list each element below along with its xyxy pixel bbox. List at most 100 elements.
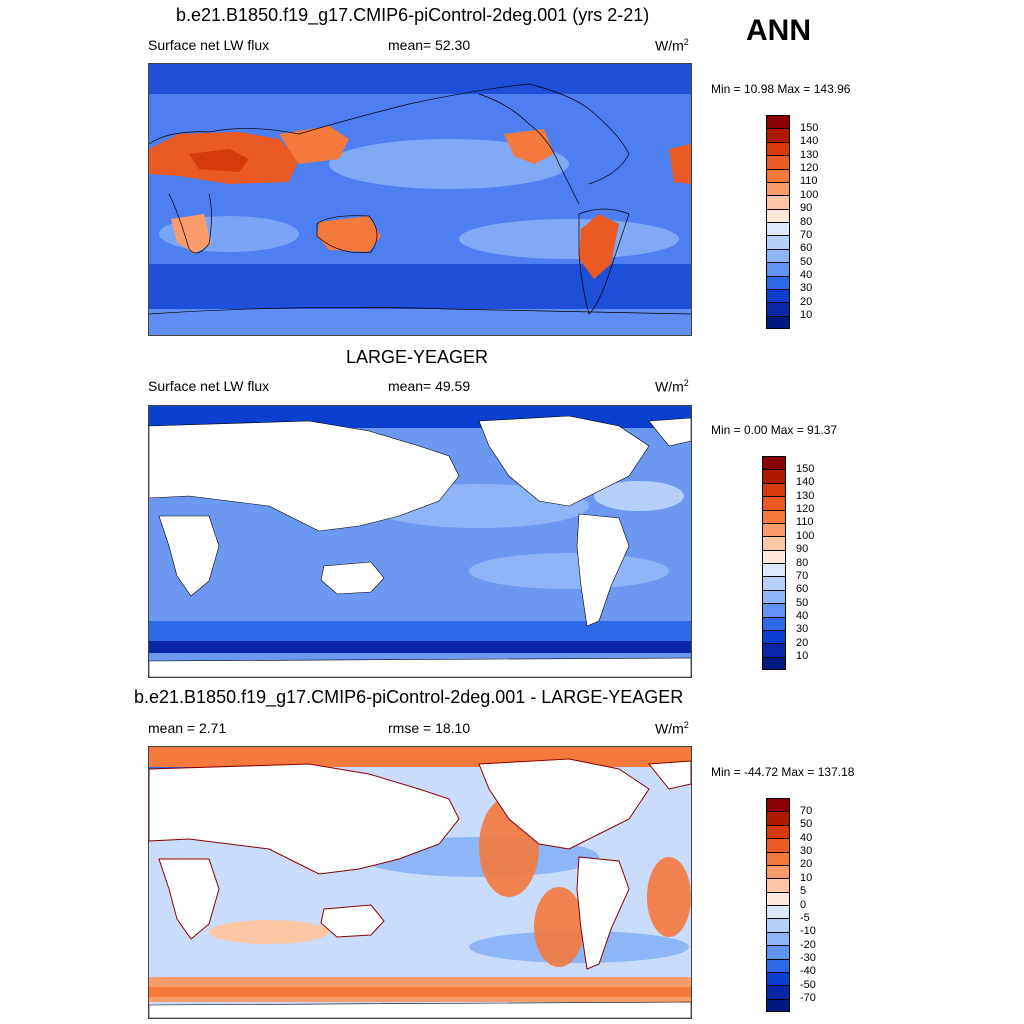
- colorbar-tick-label: 90: [796, 543, 809, 556]
- colorbar-swatch: [766, 864, 790, 879]
- colorbar-swatch: [762, 616, 786, 630]
- colorbar-swatch: [766, 958, 790, 972]
- colorbar-tick-label: 70: [800, 804, 813, 817]
- colorbar-tick-label: 20: [796, 636, 809, 649]
- colorbar-tick-label: 50: [800, 255, 813, 268]
- colorbar-tick-label: 10: [800, 309, 813, 322]
- panel-2-map: [148, 405, 692, 678]
- colorbar-tick-label: -20: [800, 938, 816, 951]
- colorbar-swatch: [766, 315, 790, 329]
- colorbar-swatch: [762, 576, 786, 590]
- colorbar-tick-label: 80: [800, 215, 813, 228]
- colorbar-tick-label: 120: [800, 162, 819, 174]
- colorbar-tick-label: -30: [800, 952, 816, 964]
- colorbar-tick-label: 90: [800, 202, 813, 215]
- colorbar-tick-label: 10: [800, 871, 813, 884]
- colorbar-tick-label: 30: [800, 845, 813, 857]
- colorbar-swatch: [762, 549, 786, 563]
- panel-1-title: b.e21.B1850.f19_g17.CMIP6-piControl-2deg…: [176, 5, 650, 25]
- panel-3-units: W/m2: [655, 720, 689, 737]
- colorbar-swatch: [762, 643, 786, 657]
- colorbar-tick-label: 10: [796, 650, 809, 663]
- colorbar-tick-label: 60: [796, 583, 809, 596]
- colorbar-tick-label: -40: [800, 965, 816, 978]
- panel-2-colorbar: 150 140 130 120 110 100 90 80 70 60 50 40 30 20 10: [762, 456, 842, 670]
- panel-2-mean-label: mean= 49.59: [388, 378, 471, 394]
- colorbar-swatch: [766, 824, 790, 839]
- colorbar-swatch: [766, 248, 790, 263]
- colorbar-swatch: [762, 469, 786, 483]
- colorbar-swatch: [766, 181, 790, 196]
- colorbar-tick-label: 140: [800, 135, 819, 148]
- colorbar-tick-label: 5: [800, 885, 807, 898]
- panel-2-map-canvas: [149, 406, 691, 677]
- colorbar-tick-label: 30: [800, 282, 813, 295]
- colorbar-tick-label: -70: [800, 992, 816, 1005]
- panel-2-variable-label: Surface net LW flux: [148, 378, 270, 394]
- colorbar-swatch: [762, 563, 786, 577]
- panel-2-units: W/m2: [655, 378, 689, 395]
- colorbar-tick-label: 20: [800, 295, 813, 308]
- colorbar-tick-label: 130: [796, 489, 815, 502]
- panel-3-minmax: Min = -44.72 Max = 137.18: [711, 765, 855, 779]
- colorbar-tick-label: 40: [800, 831, 813, 844]
- colorbar-tick-label: 20: [800, 858, 813, 871]
- panel-1-mean-label: mean= 52.30: [388, 37, 471, 53]
- colorbar-swatch: [766, 235, 790, 249]
- colorbar-tick-label: 30: [796, 623, 809, 636]
- colorbar-tick-label: 110: [796, 516, 814, 529]
- colorbar-swatch: [762, 482, 786, 497]
- panel-3-colorbar: 70 50 40 30 20 10 5 0 -5 -10 -20 -30 -40 -50 -70: [766, 798, 846, 1012]
- panel-3-title: b.e21.B1850.f19_g17.CMIP6-piControl-2deg…: [134, 687, 684, 707]
- colorbar-swatch: [766, 195, 790, 209]
- colorbar-swatch: [766, 945, 790, 959]
- colorbar-swatch: [766, 838, 790, 852]
- colorbar-swatch: [762, 496, 786, 510]
- panel-1-minmax: Min = 10.98 Max = 143.96: [711, 82, 851, 96]
- colorbar-swatch: [762, 629, 786, 644]
- panel-1-variable-label: Surface net LW flux: [148, 37, 270, 53]
- colorbar-swatch: [766, 115, 790, 129]
- colorbar-tick-label: 100: [796, 529, 815, 542]
- colorbar-tick-label: -10: [800, 925, 816, 938]
- panel-2-minmax: Min = 0.00 Max = 91.37: [711, 423, 838, 437]
- colorbar-swatch: [766, 905, 790, 919]
- colorbar-swatch: [766, 275, 790, 289]
- colorbar-swatch: [762, 522, 786, 537]
- colorbar-tick-label: 0: [800, 898, 807, 911]
- colorbar-swatch: [766, 998, 790, 1012]
- colorbar-tick-label: 80: [796, 556, 809, 569]
- colorbar-tick-label: 130: [800, 148, 819, 161]
- colorbar-tick-label: 110: [800, 175, 818, 188]
- panel-3-map-canvas: [149, 747, 691, 1018]
- colorbar-swatch: [762, 656, 786, 670]
- colorbar-swatch: [766, 798, 790, 812]
- colorbar-swatch: [766, 985, 790, 999]
- colorbar-swatch: [762, 456, 786, 470]
- colorbar-tick-label: 150: [796, 462, 815, 475]
- colorbar-tick-label: 50: [796, 596, 809, 609]
- colorbar-swatch: [762, 509, 786, 523]
- colorbar-swatch: [762, 589, 786, 604]
- colorbar-swatch: [766, 931, 790, 946]
- colorbar-tick-label: 40: [796, 610, 809, 622]
- colorbar-swatch: [766, 971, 790, 986]
- panel-1-units: W/m2: [655, 37, 689, 54]
- colorbar-tick-label: 50: [800, 818, 813, 831]
- colorbar-tick-label: 120: [796, 503, 815, 515]
- colorbar-tick-label: 60: [800, 242, 813, 255]
- panel-3-map: [148, 746, 692, 1019]
- colorbar-tick-label: 100: [800, 188, 819, 201]
- colorbar-swatch: [762, 603, 786, 617]
- colorbar-swatch: [766, 891, 790, 905]
- colorbar-tick-label: 70: [800, 228, 813, 241]
- panel-3-mean-label: mean = 2.71: [148, 720, 227, 736]
- colorbar-tick-label: 40: [800, 269, 813, 281]
- colorbar-swatch: [766, 288, 790, 303]
- colorbar-swatch: [766, 918, 790, 932]
- season-label: ANN: [746, 14, 811, 47]
- colorbar-tick-label: -50: [800, 978, 816, 991]
- colorbar-tick-label: 150: [800, 121, 819, 134]
- colorbar-swatch: [766, 208, 790, 222]
- colorbar-swatch: [766, 141, 790, 156]
